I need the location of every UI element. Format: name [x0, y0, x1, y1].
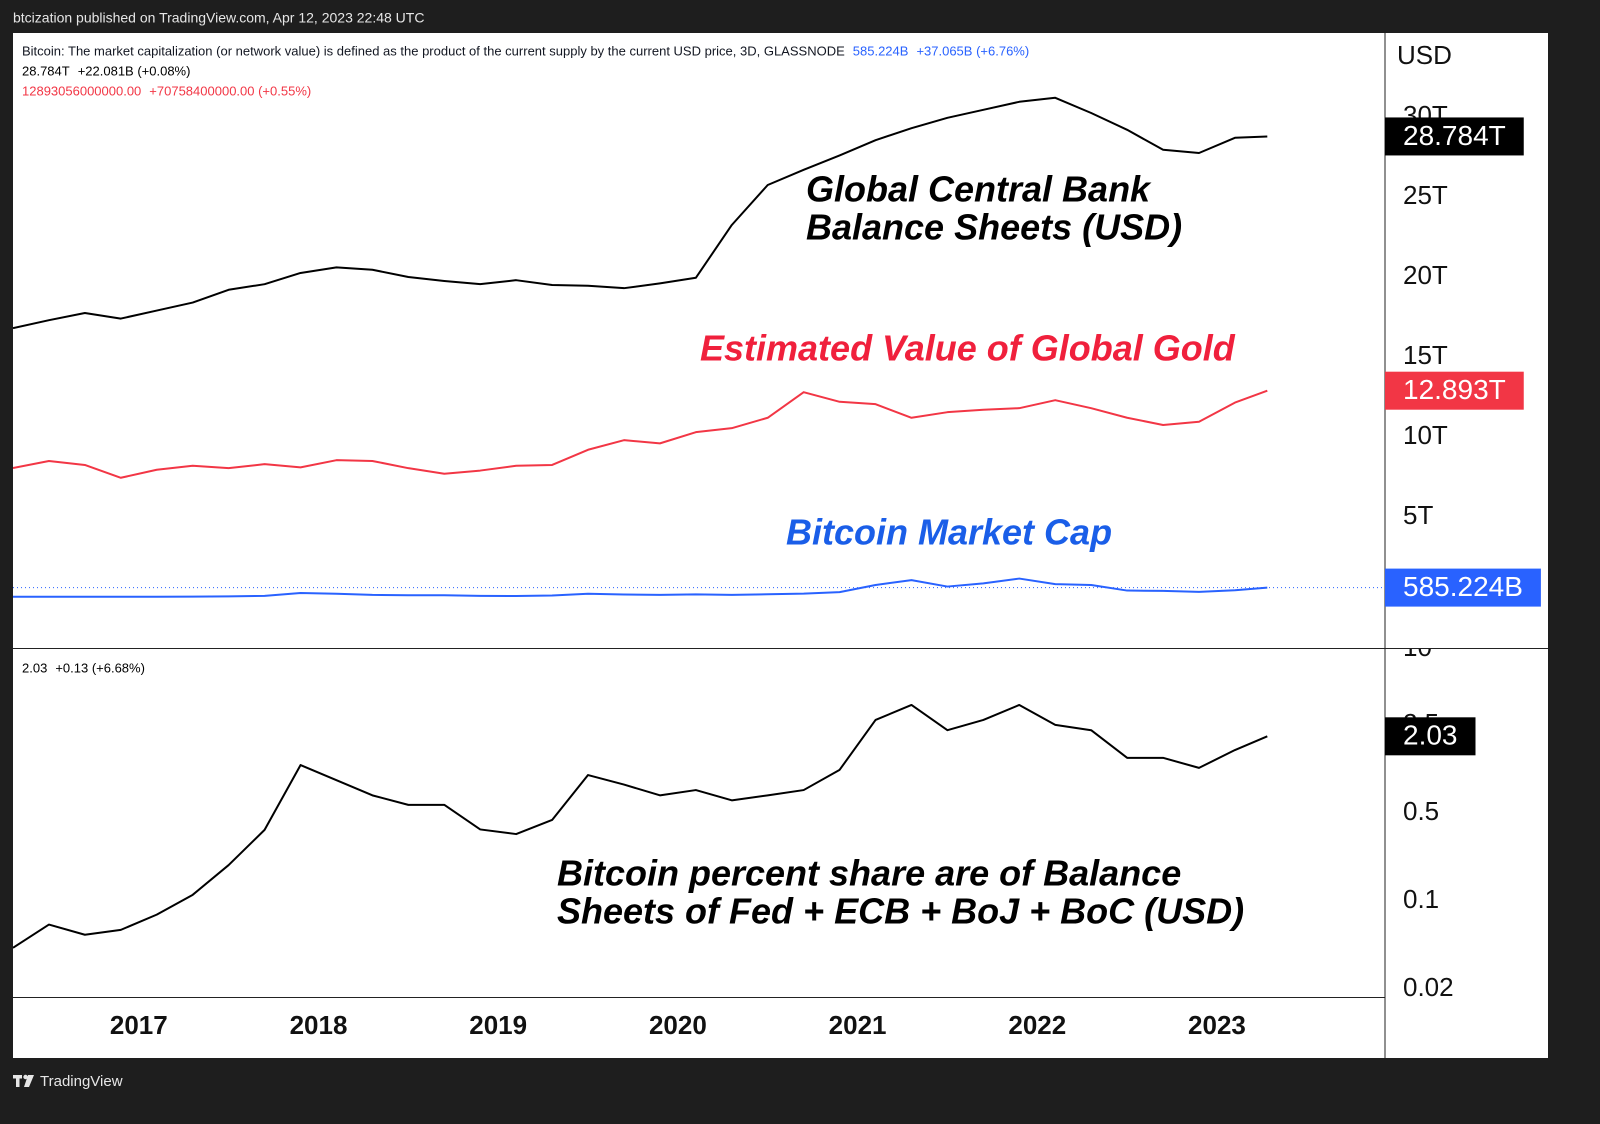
y-tick-label: 5T [1403, 500, 1433, 530]
legend-change: +37.065B (+6.76%) [916, 43, 1029, 58]
legend-change: +70758400000.00 (+0.55%) [149, 83, 311, 98]
x-tick-label: 2020 [649, 1010, 707, 1040]
last-value-badge [1385, 568, 1541, 607]
chart-area [13, 33, 1548, 1058]
legend-title: Bitcoin: The market capitalization (or n… [22, 43, 845, 58]
footer-brand: TradingView [40, 1073, 123, 1090]
last-value-badge [1385, 117, 1524, 156]
y-tick-label: 0.1 [1403, 884, 1439, 914]
legend-value: 12893056000000.00 [22, 83, 141, 98]
annotation: Bitcoin percent share are of Balance [557, 853, 1181, 894]
legend-change: +0.13 (+6.68%) [55, 660, 145, 675]
x-tick-label: 2018 [290, 1010, 348, 1040]
pane-plot [13, 96, 1268, 598]
y-tick-label: 20T [1403, 260, 1448, 290]
series-line [13, 703, 1268, 949]
y-tick-label: 0.02 [1403, 972, 1454, 1002]
x-tick-label: 2023 [1188, 1010, 1246, 1040]
legend-change: +22.081B (+0.08%) [78, 63, 191, 78]
last-value-label: 12.893T [1403, 374, 1506, 405]
legend-value: 2.03 [22, 660, 47, 675]
legend-value: 28.784T [22, 63, 70, 78]
series-line [13, 96, 1268, 330]
series-line [13, 577, 1268, 598]
y-tick-label: 10 [1403, 632, 1432, 662]
last-value-label: 28.784T [1403, 120, 1506, 151]
annotation: Bitcoin Market Cap [786, 512, 1112, 553]
y-tick-label: 15T [1403, 340, 1448, 370]
price-axis: 0.020.10.52.510 [1403, 632, 1454, 1002]
annotation: Estimated Value of Global Gold [700, 328, 1236, 369]
pane-plot [13, 703, 1268, 949]
legend-value: 585.224B [853, 43, 909, 58]
x-tick-label: 2017 [110, 1010, 168, 1040]
series-line [13, 389, 1268, 479]
x-tick-label: 2019 [469, 1010, 527, 1040]
last-value-label: 585.224B [1403, 571, 1523, 602]
last-value-badge [1385, 717, 1476, 756]
x-tick-label: 2022 [1008, 1010, 1066, 1040]
annotation: Balance Sheets (USD) [806, 207, 1182, 248]
axis-unit: USD [1397, 40, 1452, 70]
y-tick-label: 0.5 [1403, 796, 1439, 826]
tradingview-logo [13, 1074, 34, 1087]
annotation: Sheets of Fed + ECB + BoJ + BoC (USD) [557, 891, 1244, 932]
last-value-label: 2.03 [1403, 720, 1458, 751]
annotation: Global Central Bank [806, 169, 1152, 210]
publish-header: btcization published on TradingView.com,… [13, 10, 424, 26]
y-tick-label: 25T [1403, 180, 1448, 210]
y-tick-label: 10T [1403, 420, 1448, 450]
x-tick-label: 2021 [829, 1010, 887, 1040]
last-value-badge [1385, 371, 1524, 410]
